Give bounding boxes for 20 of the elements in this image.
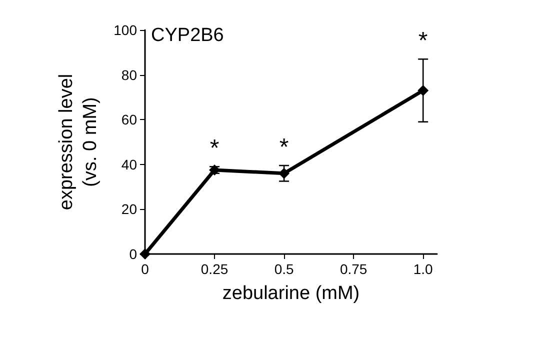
annotation: *	[418, 28, 428, 55]
y-tick-label: 60	[121, 112, 138, 128]
y-tick-label: 40	[121, 156, 138, 172]
x-tick-label: 0	[141, 261, 150, 277]
x-tick-label: 0.5	[274, 261, 294, 277]
x-axis-title: zebularine (mM)	[222, 283, 360, 304]
annotation: CYP2B6	[151, 25, 224, 46]
y-tick-label: 20	[121, 201, 138, 218]
annotation: *	[210, 135, 220, 162]
point	[140, 248, 150, 260]
x-tick-label: 1.0	[413, 261, 434, 277]
annotation: *	[279, 134, 289, 162]
point	[418, 84, 429, 96]
point	[278, 168, 290, 179]
y-axis-title: expression level (vs. 0 mM)	[56, 74, 102, 210]
x-tick-label: 0.75	[340, 261, 368, 277]
y-tick-label: 0	[129, 246, 138, 262]
x-tick-label: 0.25	[200, 261, 228, 277]
y-tick-label: 100	[114, 22, 138, 38]
y-tick-label: 80	[121, 66, 138, 83]
